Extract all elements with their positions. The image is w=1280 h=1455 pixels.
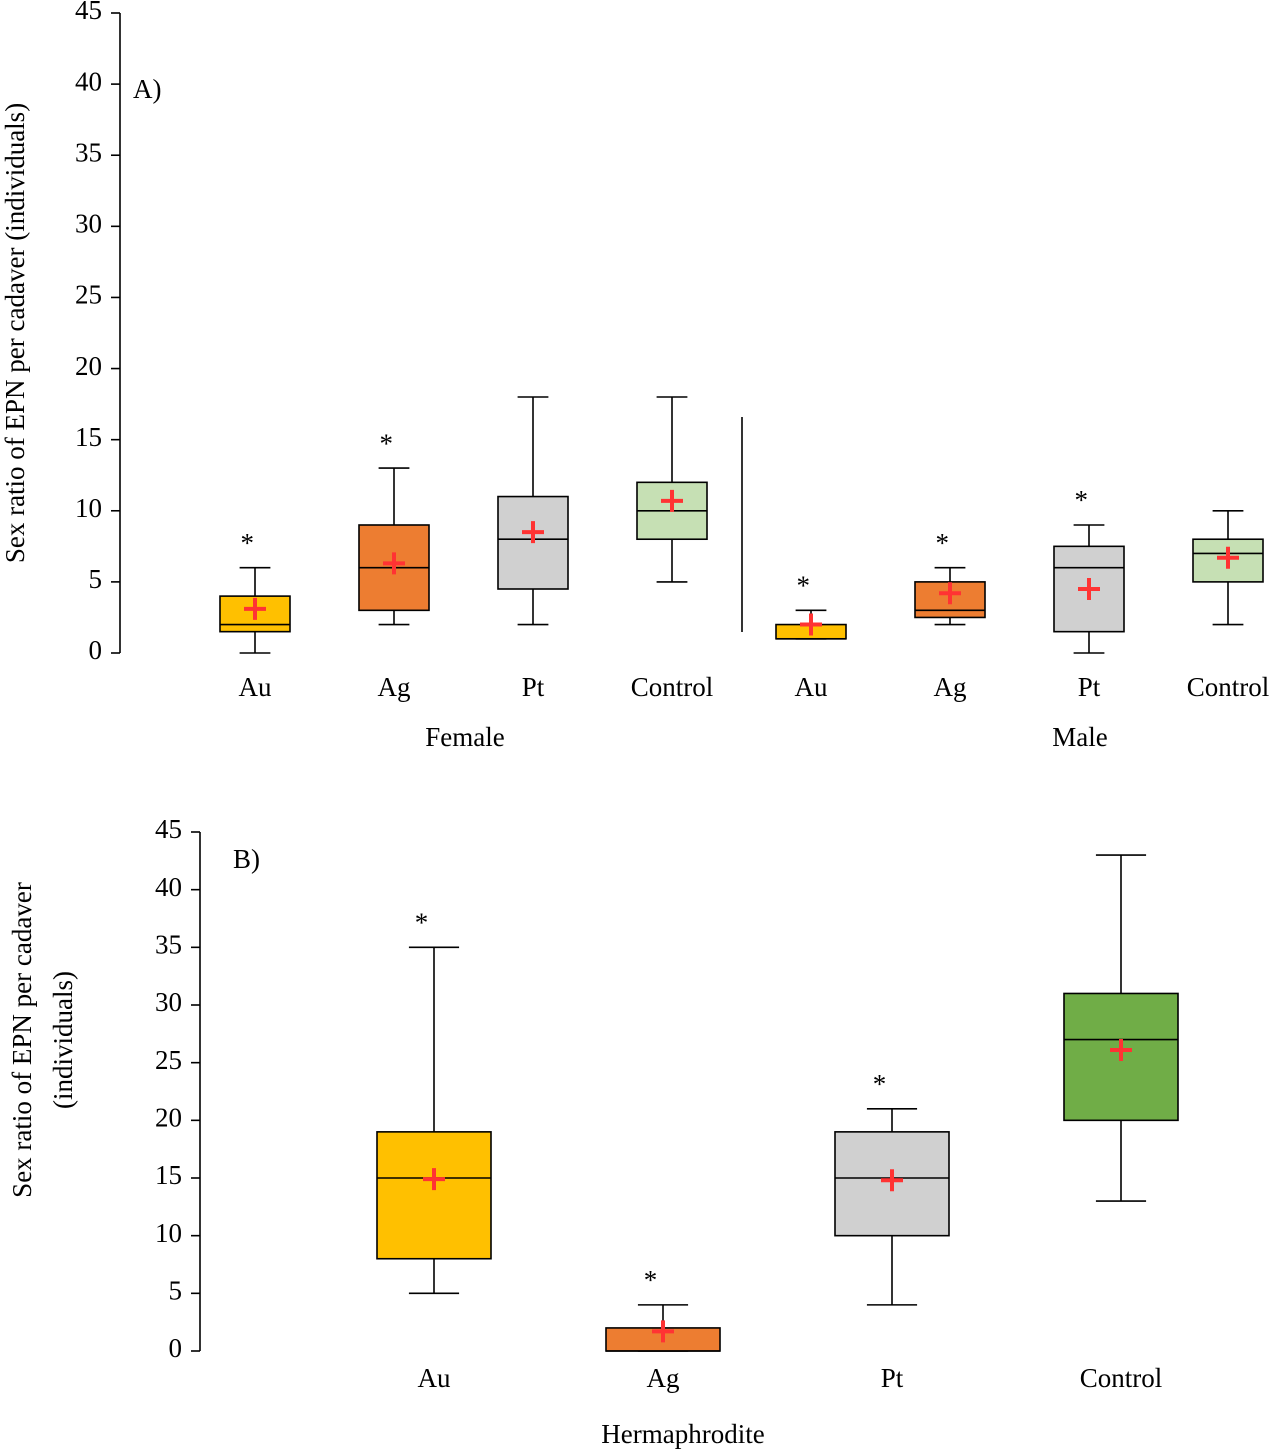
significance-marker: * xyxy=(797,571,811,601)
y-tick-label: 40 xyxy=(155,872,182,902)
x-tick-label: Ag xyxy=(647,1363,680,1393)
x-tick-label: Ag xyxy=(934,672,967,702)
y-tick-label: 40 xyxy=(75,66,102,96)
mean-marker xyxy=(800,613,822,636)
significance-marker: * xyxy=(415,908,429,938)
mean-marker xyxy=(1110,1038,1132,1061)
y-tick-label: 20 xyxy=(75,351,102,381)
y-tick-label: 5 xyxy=(169,1276,183,1306)
x-tick-label: Pt xyxy=(1078,672,1101,702)
y-tick-label: 10 xyxy=(75,493,102,523)
y-tick-label: 15 xyxy=(155,1160,182,1190)
y-tick-label: 35 xyxy=(75,137,102,167)
y-axis-label: Sex ratio of EPN per cadaver (individual… xyxy=(0,103,30,563)
y-tick-label: 35 xyxy=(155,930,182,960)
y-tick-label: 25 xyxy=(155,1045,182,1075)
panel-label: A) xyxy=(133,74,162,104)
mean-marker xyxy=(1078,578,1100,600)
group-label: Hermaphrodite xyxy=(601,1419,764,1449)
mean-marker xyxy=(939,582,961,605)
x-tick-label: Control xyxy=(1187,672,1270,702)
x-tick-label: Pt xyxy=(522,672,545,702)
mean-marker xyxy=(652,1320,674,1343)
mean-marker xyxy=(423,1168,445,1191)
y-tick-label: 30 xyxy=(155,987,182,1017)
y-tick-label: 0 xyxy=(89,635,103,665)
x-tick-label: Ag xyxy=(378,672,411,702)
y-tick-label: 15 xyxy=(75,422,102,452)
x-tick-label: Au xyxy=(795,672,828,702)
y-tick-label: 45 xyxy=(75,0,102,25)
mean-marker xyxy=(881,1169,903,1192)
panel-label: B) xyxy=(233,844,260,874)
mean-marker xyxy=(244,597,266,620)
group-label: Female xyxy=(425,722,504,752)
group-label: Male xyxy=(1052,722,1107,752)
y-tick-label: 45 xyxy=(155,814,182,844)
y-tick-label: 5 xyxy=(89,564,103,594)
y-tick-label: 20 xyxy=(155,1103,182,1133)
x-tick-label: Au xyxy=(418,1363,451,1393)
significance-marker: * xyxy=(936,528,950,558)
significance-marker: * xyxy=(644,1265,658,1295)
box xyxy=(376,1131,492,1260)
y-tick-label: 0 xyxy=(169,1333,183,1363)
x-tick-label: Control xyxy=(1080,1363,1163,1393)
x-tick-label: Control xyxy=(631,672,714,702)
significance-marker: * xyxy=(380,428,394,458)
significance-marker: * xyxy=(241,528,255,558)
x-tick-label: Pt xyxy=(881,1363,904,1393)
y-axis-label: Sex ratio of EPN per cadaver xyxy=(7,882,37,1198)
y-axis-label: (individuals) xyxy=(48,971,78,1109)
mean-marker xyxy=(661,489,683,512)
mean-marker xyxy=(522,521,544,544)
mean-marker xyxy=(1217,546,1239,569)
y-tick-label: 25 xyxy=(75,280,102,310)
y-tick-label: 10 xyxy=(155,1218,182,1248)
x-tick-label: Au xyxy=(239,672,272,702)
significance-marker: * xyxy=(1075,485,1089,515)
mean-marker xyxy=(383,552,405,575)
y-tick-label: 30 xyxy=(75,209,102,239)
significance-marker: * xyxy=(873,1069,887,1099)
